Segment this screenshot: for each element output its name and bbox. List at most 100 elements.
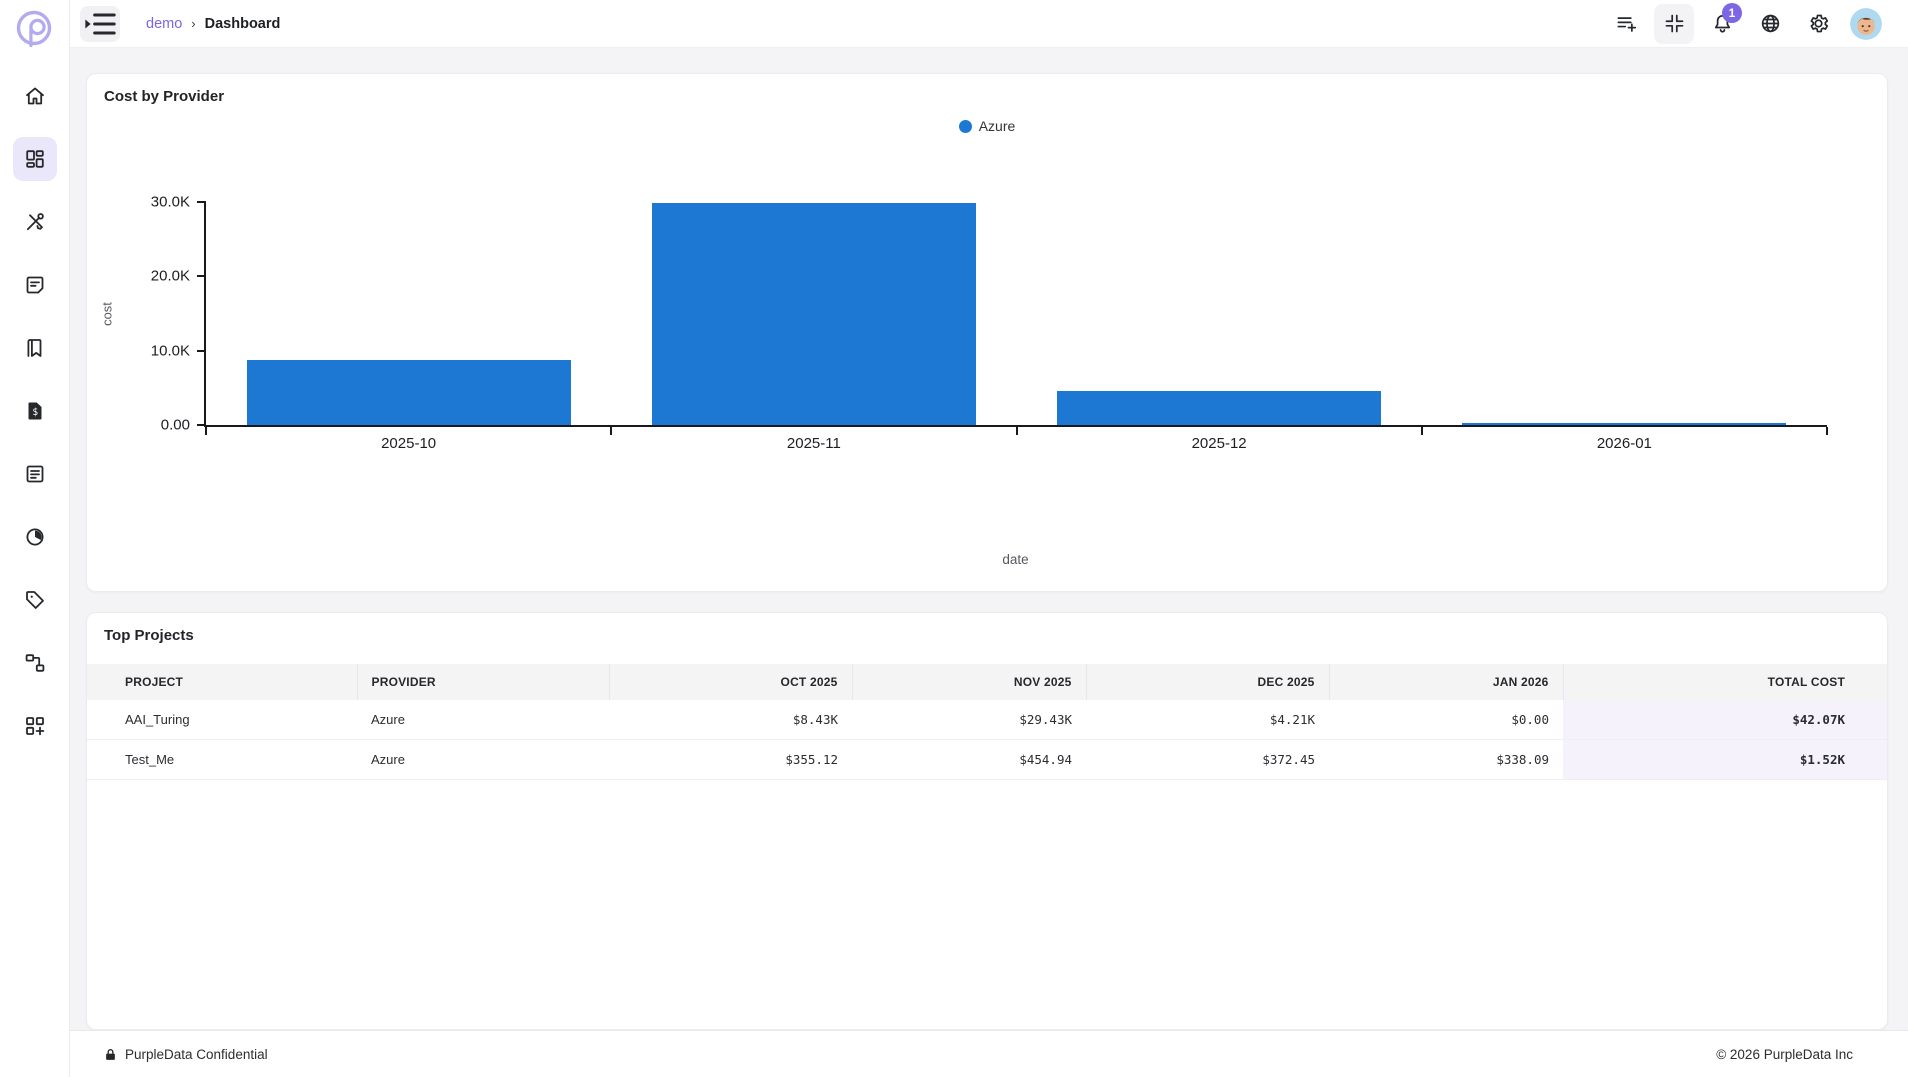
invoice-icon: $ xyxy=(28,402,41,420)
sidebar-item-widgets-add[interactable] xyxy=(13,704,57,748)
globe-button[interactable] xyxy=(1750,4,1790,44)
bar-azure-2025-10[interactable] xyxy=(246,359,571,425)
cell-provider: Azure xyxy=(357,739,609,780)
bar-azure-2025-11[interactable] xyxy=(651,202,976,425)
y-tick-mark xyxy=(197,201,206,203)
x-tick-mark xyxy=(1015,427,1018,435)
y-tick-mark xyxy=(197,424,206,426)
sidebar-item-schema[interactable] xyxy=(13,641,57,685)
cell-oct: $8.43K xyxy=(609,700,852,740)
column-header-nov[interactable]: NOV 2025 xyxy=(852,664,1087,700)
x-tick-mark xyxy=(610,427,613,435)
x-tick-label: 2025-11 xyxy=(786,435,841,452)
chart-category-slot: 2026-01 xyxy=(1422,202,1827,452)
footer: PurpleData Confidential © 2026 PurpleDat… xyxy=(70,1030,1908,1077)
notification-badge: 1 xyxy=(1722,2,1742,23)
legend-dot-icon xyxy=(958,119,972,133)
cost-by-provider-card: Cost by Provider Azure cost 0.00 10.0K 20.… xyxy=(86,73,1888,592)
gear-icon xyxy=(1810,14,1828,33)
legend-entry-azure[interactable]: Azure xyxy=(958,118,1016,134)
widgets-add-icon xyxy=(25,717,44,736)
sidebar-item-article[interactable] xyxy=(13,452,57,496)
playlist-add-button[interactable] xyxy=(1606,4,1646,44)
footer-confidential: PurpleData Confidential xyxy=(103,1047,268,1062)
gear-button[interactable] xyxy=(1798,4,1838,44)
y-tick-label: 10.0K xyxy=(150,342,190,360)
table-row[interactable]: Test_Me Azure $355.12 $454.94 $372.45 $338.09… xyxy=(87,739,1887,780)
footer-copyright: © 2026 PurpleData Inc xyxy=(1716,1046,1853,1062)
sidebar-item-home[interactable] xyxy=(13,74,57,118)
y-tick-mark xyxy=(197,275,206,278)
cell-jan: $0.00 xyxy=(1329,700,1563,740)
avatar-button[interactable] xyxy=(1846,4,1886,44)
sidebar-item-invoice[interactable]: $ xyxy=(13,389,57,433)
fullscreen-exit-button[interactable] xyxy=(1654,3,1694,44)
donut-icon xyxy=(26,528,43,546)
sidebar-item-tag[interactable] xyxy=(13,578,57,622)
cell-nov: $454.94 xyxy=(852,739,1086,780)
sidebar-toggle-button[interactable] xyxy=(80,5,120,42)
y-tick-label: 20.0K xyxy=(150,267,190,285)
x-tick-label: 2026-01 xyxy=(1596,435,1652,452)
x-axis-label: date xyxy=(1002,552,1029,567)
sidebar-item-donut[interactable] xyxy=(13,515,57,559)
playlist-add-icon xyxy=(1616,17,1636,32)
content-area: Cost by Provider Azure cost 0.00 10.0K 20.… xyxy=(70,48,1908,1030)
bar-azure-2025-12[interactable] xyxy=(1057,390,1382,425)
tools-icon xyxy=(26,213,44,231)
sidebar-nav: $ xyxy=(12,74,57,748)
cell-provider: Azure xyxy=(357,700,609,740)
main-column: demo › Dashboard 1 Cost by Provider Azur… xyxy=(70,0,1908,1077)
purpledata-logo-icon[interactable] xyxy=(13,8,57,52)
top-projects-card: Top Projects PROJECT PROVIDER OCT 2025 NOV … xyxy=(86,612,1888,1030)
table-header-row: PROJECT PROVIDER OCT 2025 NOV 2025 DEC 2025 J… xyxy=(87,664,1887,700)
home-icon xyxy=(25,87,44,105)
breadcrumb-project-link[interactable]: demo xyxy=(146,15,183,32)
cell-project: AAI_Turing xyxy=(87,700,357,740)
globe-icon xyxy=(1761,14,1779,33)
sidebar-item-dashboard[interactable] xyxy=(12,137,57,181)
cell-total: $42.07K xyxy=(1563,700,1887,740)
table-row[interactable]: AAI_Turing Azure $8.43K $29.43K $4.21K $0.00 $… xyxy=(87,700,1887,740)
table-body: AAI_Turing Azure $8.43K $29.43K $4.21K $0.00 $… xyxy=(87,700,1887,780)
chevron-right-icon: › xyxy=(191,16,196,31)
legend-label: Azure xyxy=(978,118,1016,134)
top-projects-table: PROJECT PROVIDER OCT 2025 NOV 2025 DEC 2025 J… xyxy=(87,664,1887,780)
topbar: demo › Dashboard 1 xyxy=(70,0,1908,48)
cell-dec: $372.45 xyxy=(1086,739,1329,780)
dashboard-icon xyxy=(25,150,44,168)
lock-icon xyxy=(106,1048,115,1060)
chart-category-slot: 2025-10 xyxy=(206,202,611,452)
column-header-oct[interactable]: OCT 2025 xyxy=(609,664,853,700)
bar-azure-2026-01[interactable] xyxy=(1462,422,1787,425)
fullscreen-exit-icon xyxy=(1665,14,1683,33)
bell-button[interactable]: 1 xyxy=(1702,2,1742,44)
cell-dec: $4.21K xyxy=(1086,700,1329,740)
y-tick-mark xyxy=(197,349,206,352)
sidebar-item-note[interactable] xyxy=(13,263,57,307)
cell-nov: $29.43K xyxy=(852,700,1086,740)
cell-oct: $355.12 xyxy=(609,739,852,780)
chart-legend: Azure xyxy=(87,118,1887,134)
breadcrumb-current-page: Dashboard xyxy=(204,15,281,32)
sidebar-item-book[interactable] xyxy=(13,326,57,370)
x-tick-mark xyxy=(1420,427,1423,435)
column-header-total[interactable]: TOTAL COST xyxy=(1563,664,1887,700)
cell-project: Test_Me xyxy=(87,739,357,780)
column-header-jan[interactable]: JAN 2026 xyxy=(1329,664,1564,700)
x-tick-mark xyxy=(205,427,207,435)
sidebar-item-tools[interactable] xyxy=(13,200,57,244)
column-header-project[interactable]: PROJECT xyxy=(87,664,358,700)
cell-jan: $338.09 xyxy=(1329,739,1563,780)
chart-title: Cost by Provider xyxy=(104,88,225,105)
cell-total: $1.52K xyxy=(1563,739,1887,780)
sidebar: $ xyxy=(0,0,70,1077)
breadcrumb: demo › Dashboard xyxy=(146,16,280,32)
column-header-dec[interactable]: DEC 2025 xyxy=(1086,664,1330,700)
chart-category-slot: 2025-12 xyxy=(1017,202,1422,452)
table-title: Top Projects xyxy=(104,627,194,644)
chart-category-slot: 2025-11 xyxy=(611,202,1016,452)
y-tick-label: 0.00 xyxy=(160,416,190,434)
x-tick-label: 2025-12 xyxy=(1191,435,1247,452)
column-header-provider[interactable]: PROVIDER xyxy=(357,664,610,700)
